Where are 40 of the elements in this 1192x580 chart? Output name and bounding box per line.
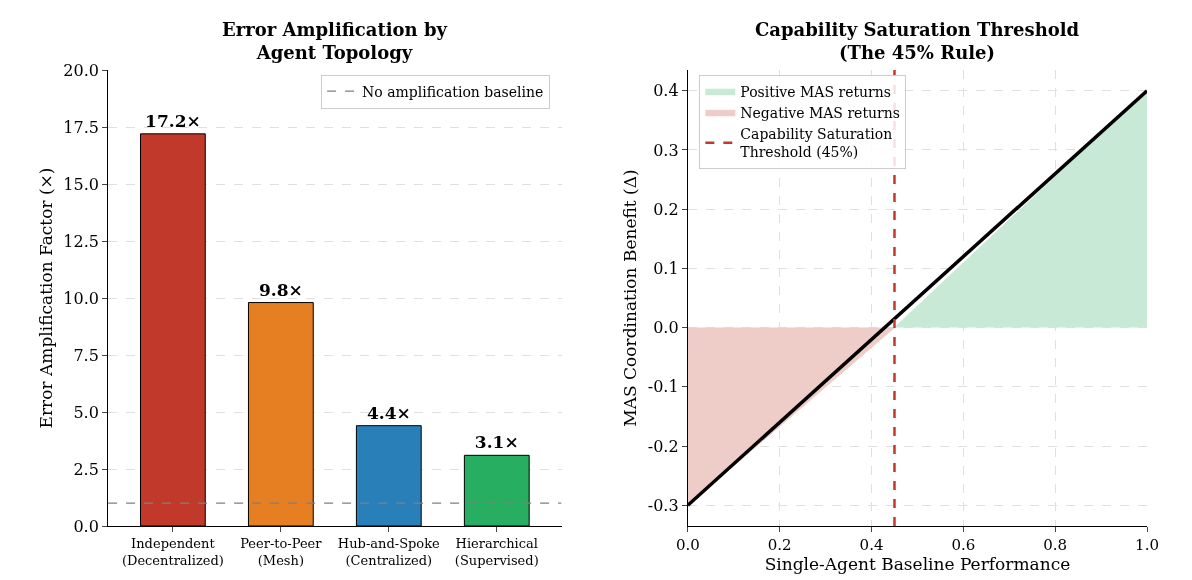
x-tick-label: 0.2 <box>767 536 792 554</box>
y-tick-label: 0.1 <box>653 258 679 278</box>
ref-line-label: Capability Saturation Threshold (45%) <box>740 126 893 161</box>
y-tick-label: 0.0 <box>73 516 99 536</box>
data-label: 17.2× <box>145 110 201 131</box>
x-tick-label: Peer-to-Peer (Mesh) <box>240 535 323 568</box>
x-tick-label: 1.0 <box>1135 536 1159 554</box>
x-axis-title: Single-Agent Baseline Performance <box>764 554 1071 574</box>
y-tick-label: 0.0 <box>653 318 679 338</box>
x-tick-label: Independent (Decentralized) <box>121 535 224 568</box>
x-tick-label: 0.0 <box>675 536 700 554</box>
y-tick-label: 0.2 <box>653 199 679 219</box>
y-tick-label: 10.0 <box>63 288 99 308</box>
y-tick-label: 0.4 <box>653 81 679 101</box>
legend-label: No amplification baseline <box>362 83 544 100</box>
y-tick-label: 5.0 <box>73 402 99 422</box>
y-tick-label: 20.0 <box>63 60 99 80</box>
x-tick-label: Hierarchical (Supervised) <box>454 535 539 568</box>
y-tick-label: 17.5 <box>63 117 99 137</box>
chart-title: Error Amplification by Agent Topology <box>222 19 448 64</box>
y-tick-label: 0.3 <box>653 140 679 160</box>
y-tick-label: 15.0 <box>63 174 99 194</box>
x-tick-label: 0.6 <box>951 536 976 554</box>
y-tick-label: 7.5 <box>73 345 99 365</box>
legend-label: Negative MAS returns <box>740 104 900 121</box>
y-tick-label: 12.5 <box>63 231 99 251</box>
y-axis-title: MAS Coordination Benefit (Δ) <box>620 169 641 427</box>
data-label: 3.1× <box>474 432 519 453</box>
y-tick-label: -0.1 <box>647 377 679 397</box>
y-tick-label: -0.2 <box>647 436 679 456</box>
legend-label: Positive MAS returns <box>740 83 892 100</box>
x-tick-label: 0.4 <box>859 536 884 554</box>
data-label: 4.4× <box>366 402 411 423</box>
y-axis-title: Error Amplification Factor (×) <box>35 167 56 429</box>
x-tick-label: 0.8 <box>1043 536 1068 554</box>
chart-title: Capability Saturation Threshold (The 45% Rule) <box>755 19 1080 64</box>
x-tick-label: Hub-and-Spoke (Centralized) <box>337 535 441 568</box>
y-tick-label: -0.3 <box>647 495 679 515</box>
data-label: 9.8× <box>258 279 303 300</box>
y-tick-label: 2.5 <box>73 459 99 479</box>
